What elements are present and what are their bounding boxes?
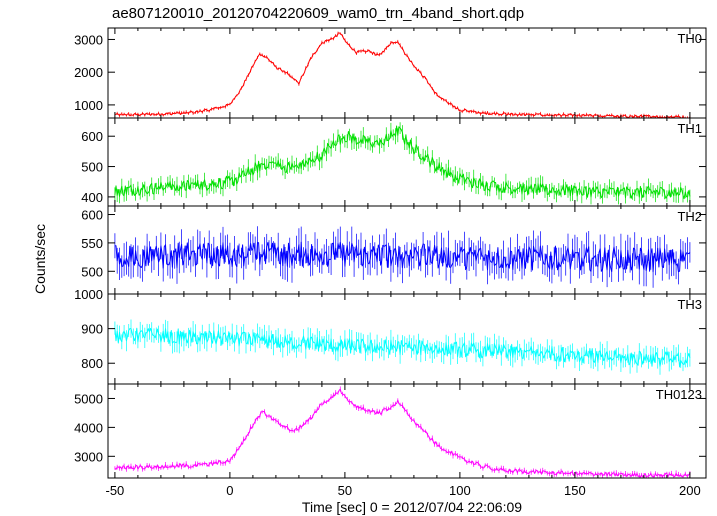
x-tick-label: 50 — [338, 483, 352, 498]
panel-label-th3: TH3 — [677, 297, 702, 312]
panel-label-th0123: TH0123 — [656, 387, 702, 402]
y-axis-label: Counts/sec — [32, 224, 48, 294]
panel-label-th2: TH2 — [677, 209, 702, 224]
panel-frame — [107, 27, 707, 119]
panel-label-th1: TH1 — [677, 121, 702, 136]
x-tick-label: -50 — [106, 483, 125, 498]
panel-th1: 400 500 600 TH1 — [81, 117, 707, 207]
y-tick-label: 4000 — [74, 420, 103, 435]
y-tick-label: 600 — [81, 129, 103, 144]
y-tick-label: 400 — [81, 190, 103, 205]
error-bars-th3 — [114, 319, 691, 375]
error-bars-th0 — [114, 31, 691, 118]
error-bars-th0123 — [114, 386, 691, 478]
x-tick-label: 150 — [564, 483, 586, 498]
y-tick-label: 600 — [81, 208, 103, 223]
y-tick-label: 900 — [81, 322, 103, 337]
x-tick-label: 200 — [679, 483, 701, 498]
y-tick-label: 800 — [81, 356, 103, 371]
y-tick-label: 500 — [81, 264, 103, 279]
y-tick-label: 3000 — [74, 32, 103, 47]
panel-th0123: 3000 4000 5000 TH0123 — [74, 383, 707, 479]
y-tick-label: 550 — [81, 236, 103, 251]
y-tick-label: 1000 — [74, 287, 103, 302]
series-line-th1 — [114, 125, 691, 200]
chart-title: ae807120010_20120704220609_wam0_trn_4ban… — [112, 5, 524, 22]
panel-label-th0: TH0 — [677, 31, 702, 46]
panel-th0: 1000 2000 3000 TH0 — [74, 27, 707, 119]
x-tick-label: 0 — [226, 483, 233, 498]
x-tick-label: 100 — [449, 483, 471, 498]
series-line-th2 — [114, 241, 691, 273]
y-tick-label: 1000 — [74, 98, 103, 113]
y-tick-label: 2000 — [74, 65, 103, 80]
panel-th3: 800 900 1000 TH3 — [74, 287, 707, 385]
series-line-th3 — [114, 327, 691, 368]
series-line-th0123 — [114, 388, 691, 478]
panel-frame — [107, 383, 707, 479]
x-axis-label: Time [sec] 0 = 2012/07/04 22:06:09 — [302, 499, 522, 515]
y-tick-label: 500 — [81, 160, 103, 175]
y-tick-label: 5000 — [74, 391, 103, 406]
y-tick-label: 3000 — [74, 449, 103, 464]
series-line-th0 — [114, 32, 691, 118]
panel-th2: 500 550 600 TH2 — [81, 205, 707, 295]
